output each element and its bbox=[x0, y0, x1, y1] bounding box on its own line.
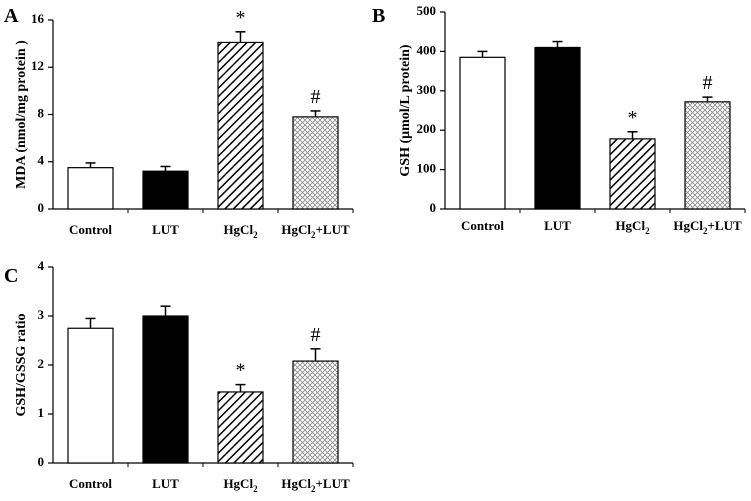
panel-b: B GSH (μmol/L protein) 0 100 200 300 400 500 Con… bbox=[372, 3, 746, 236]
y-tick-label: 4 bbox=[38, 258, 45, 273]
category-label: LUT bbox=[152, 222, 179, 237]
significance-marker: * bbox=[628, 107, 638, 129]
panel-letter: B bbox=[372, 5, 385, 27]
panel-c: C GSH/GSSG ratio 0 1 2 3 4 Control LUT * HgCl2 # HgC… bbox=[4, 258, 354, 494]
bar bbox=[609, 138, 656, 210]
panel-letter: A bbox=[4, 5, 19, 27]
category-label: HgCl2+LUT bbox=[281, 222, 350, 240]
panel-a: A MDA (nmol/mg protein ) 0 4 8 12 16 Control LUT… bbox=[4, 5, 354, 240]
significance-marker: # bbox=[311, 86, 321, 108]
y-tick-label: 0 bbox=[38, 454, 45, 469]
y-tick-label: 400 bbox=[417, 42, 437, 57]
category-label: LUT bbox=[152, 476, 179, 491]
category-label: HgCl2 bbox=[223, 222, 258, 240]
significance-marker: # bbox=[703, 72, 713, 94]
bar bbox=[292, 116, 339, 210]
category-label: HgCl2 bbox=[223, 476, 258, 494]
bar bbox=[142, 170, 189, 210]
bar bbox=[684, 101, 731, 210]
y-tick-label: 1 bbox=[38, 405, 45, 420]
y-tick-label: 16 bbox=[31, 11, 45, 26]
y-tick-label: 100 bbox=[417, 161, 437, 176]
panel-letter: C bbox=[4, 265, 18, 287]
bar bbox=[67, 327, 114, 464]
y-tick-label: 300 bbox=[417, 82, 437, 97]
y-tick-label: 500 bbox=[417, 3, 437, 18]
category-label: HgCl2 bbox=[615, 218, 650, 236]
y-tick-label: 0 bbox=[38, 200, 45, 215]
y-tick-label: 0 bbox=[430, 200, 437, 215]
category-label: Control bbox=[69, 222, 112, 237]
category-label: HgCl2+LUT bbox=[281, 476, 350, 494]
significance-marker: * bbox=[236, 7, 246, 29]
significance-marker: # bbox=[311, 324, 321, 346]
y-axis-label: GSH/GSSG ratio bbox=[14, 313, 29, 416]
bar bbox=[67, 167, 114, 210]
category-label: Control bbox=[69, 476, 112, 491]
category-label: LUT bbox=[544, 218, 571, 233]
y-tick-label: 8 bbox=[38, 105, 45, 120]
y-tick-label: 4 bbox=[38, 153, 45, 168]
y-tick-label: 3 bbox=[38, 307, 45, 322]
y-tick-label: 200 bbox=[417, 121, 437, 136]
bar bbox=[142, 315, 189, 464]
bar bbox=[217, 41, 264, 210]
category-label: Control bbox=[461, 218, 504, 233]
category-label: HgCl2+LUT bbox=[673, 218, 742, 236]
bar bbox=[292, 360, 339, 464]
bar bbox=[459, 56, 506, 210]
y-tick-label: 12 bbox=[31, 58, 44, 73]
y-axis-label: MDA (nmol/mg protein ) bbox=[14, 40, 29, 189]
bar bbox=[534, 46, 581, 210]
y-axis-label: GSH (μmol/L protein) bbox=[398, 44, 413, 176]
y-tick-label: 2 bbox=[38, 356, 45, 371]
significance-marker: * bbox=[236, 360, 246, 382]
bar bbox=[217, 391, 264, 464]
